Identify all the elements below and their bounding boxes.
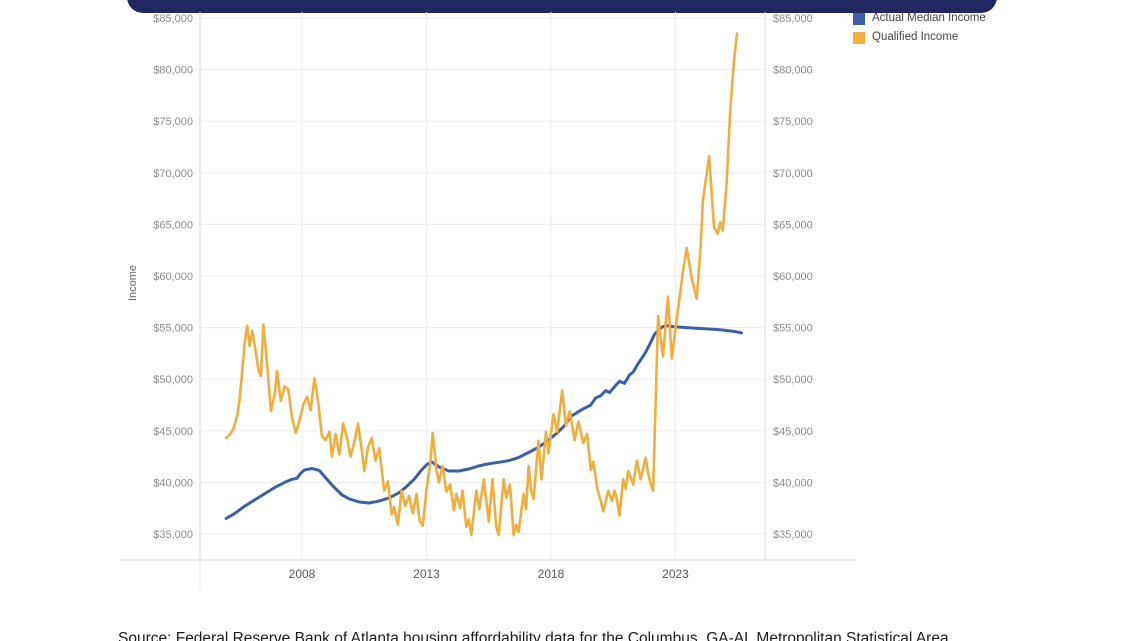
y-tick-label-right: $45,000: [773, 426, 813, 438]
y-tick-label-left: $75,000: [153, 116, 193, 128]
y-tick-label-right: $35,000: [773, 529, 813, 541]
y-tick-label-left: $45,000: [153, 426, 193, 438]
x-tick-label: 2013: [413, 567, 440, 581]
y-axis-title: Income: [127, 265, 139, 301]
legend-swatch-orange-icon: [853, 31, 865, 44]
legend-item-actual-median-income[interactable]: Actual Median Income: [853, 12, 986, 25]
y-tick-label-right: $50,000: [773, 374, 813, 386]
y-tick-label-right: $75,000: [773, 116, 813, 128]
y-tick-label-right: $85,000: [773, 13, 813, 25]
x-tick-label: 2008: [289, 567, 316, 581]
series-line-actual-median-income: [224, 324, 743, 520]
y-tick-label-right: $55,000: [773, 323, 813, 335]
y-tick-label-left: $50,000: [153, 374, 193, 386]
y-tick-label-right: $60,000: [773, 271, 813, 283]
chart-legend: Actual Median Income Qualified Income: [853, 12, 986, 44]
legend-item-qualified-income[interactable]: Qualified Income: [853, 31, 986, 44]
y-tick-label-left: $80,000: [153, 65, 193, 77]
series-line-qualified-income: [224, 32, 739, 537]
y-tick-label-right: $65,000: [773, 219, 813, 231]
y-tick-label-right: $40,000: [773, 477, 813, 489]
y-tick-label-left: $70,000: [153, 168, 193, 180]
header-bar: [127, 0, 997, 13]
legend-swatch-blue-icon: [853, 12, 865, 25]
x-tick-label: 2023: [662, 567, 689, 581]
x-tick-label: 2018: [538, 567, 565, 581]
y-tick-label-left: $40,000: [153, 477, 193, 489]
y-tick-label-left: $35,000: [153, 529, 193, 541]
legend-label: Qualified Income: [872, 31, 959, 43]
legend-label: Actual Median Income: [872, 12, 986, 24]
y-tick-label-right: $70,000: [773, 168, 813, 180]
y-tick-label-left: $65,000: [153, 219, 193, 231]
source-note: Source: Federal Reserve Bank of Atlanta …: [118, 630, 949, 641]
y-tick-label-left: $55,000: [153, 323, 193, 335]
y-tick-label-left: $85,000: [153, 13, 193, 25]
y-tick-label-left: $60,000: [153, 271, 193, 283]
y-tick-label-right: $80,000: [773, 65, 813, 77]
